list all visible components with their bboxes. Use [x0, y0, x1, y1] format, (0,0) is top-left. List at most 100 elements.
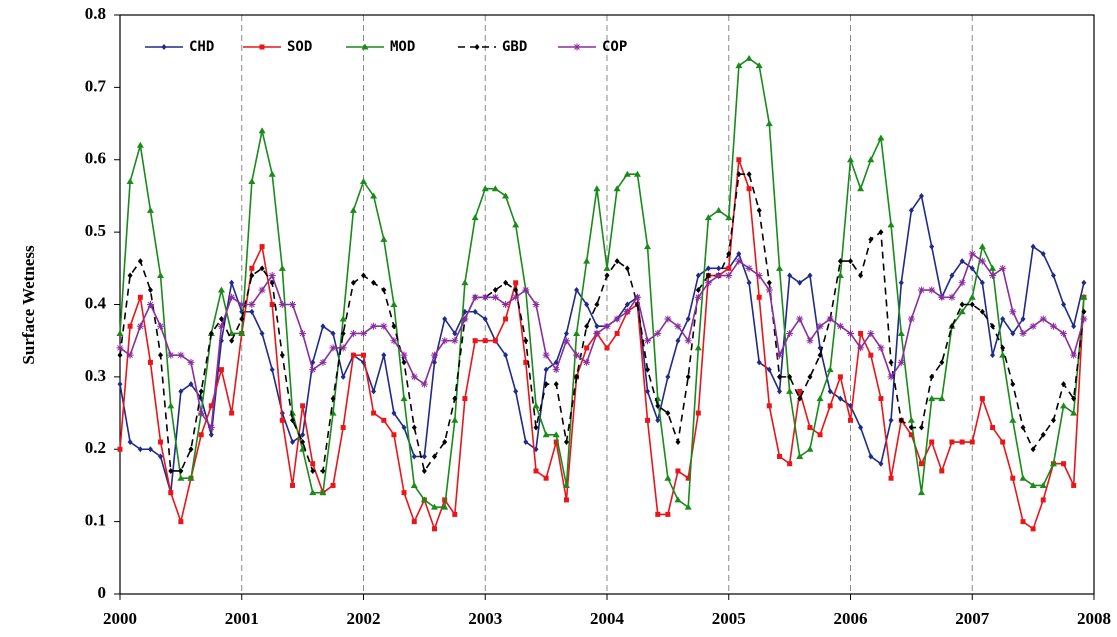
data-point [330, 395, 336, 402]
data-point [411, 424, 417, 431]
data-point [319, 489, 327, 496]
data-point [868, 453, 874, 460]
data-point [300, 431, 306, 438]
x-tick-label: 2007 [955, 609, 990, 628]
data-point [756, 359, 762, 366]
data-point [765, 286, 773, 294]
data-point [330, 482, 336, 488]
plot-frame [119, 14, 1095, 595]
data-point [503, 279, 509, 286]
data-point [248, 177, 256, 184]
legend-marker [259, 44, 265, 50]
data-point [553, 381, 559, 388]
series-line [119, 159, 1085, 532]
data-point [665, 410, 671, 417]
data-point [796, 452, 804, 459]
data-point [523, 337, 529, 344]
data-point [503, 352, 509, 359]
data-point [797, 395, 803, 402]
data-point [158, 453, 164, 460]
data-point [655, 402, 661, 409]
data-point [127, 323, 133, 329]
data-point [217, 286, 225, 293]
data-point [705, 265, 711, 272]
legend-marker [161, 44, 167, 50]
data-point [380, 235, 388, 242]
data-point [807, 425, 813, 431]
data-point [339, 344, 347, 352]
data-point [665, 373, 671, 380]
data-point [897, 358, 905, 366]
data-point [278, 264, 286, 271]
x-tick-label: 2003 [468, 609, 502, 628]
data-point [543, 475, 549, 481]
data-point [290, 417, 296, 424]
data-point [310, 467, 316, 474]
data-point [410, 373, 418, 381]
data-point [969, 265, 975, 272]
data-point [806, 445, 814, 452]
data-point [481, 293, 489, 301]
data-point [968, 293, 976, 300]
data-point [1010, 381, 1016, 388]
x-tick-label: 2000 [103, 609, 137, 628]
data-point [188, 446, 194, 453]
data-point [1029, 322, 1037, 330]
data-point [574, 287, 580, 294]
data-point [208, 403, 214, 409]
data-point [1010, 330, 1016, 337]
data-point [989, 272, 997, 280]
data-point [461, 315, 469, 323]
data-point [826, 366, 834, 373]
data-point [665, 511, 671, 517]
data-point [503, 316, 509, 322]
data-point [1019, 329, 1027, 337]
legend-label: GBD [502, 39, 527, 55]
data-point [867, 329, 875, 337]
data-point [177, 474, 185, 481]
data-point [674, 496, 682, 503]
data-point [908, 432, 914, 438]
data-point [887, 221, 895, 228]
data-point [979, 279, 985, 286]
data-point [664, 315, 672, 323]
data-point [644, 243, 652, 250]
data-point [452, 395, 458, 402]
data-point [329, 344, 337, 352]
data-point [391, 323, 397, 330]
data-point [279, 352, 285, 359]
data-point [513, 280, 519, 286]
data-point [655, 417, 661, 424]
data-point [990, 323, 996, 330]
data-point [452, 511, 458, 517]
data-point [685, 475, 691, 481]
data-point [816, 395, 824, 402]
data-point [694, 344, 702, 351]
data-point [1009, 416, 1017, 423]
data-point [705, 272, 711, 279]
data-point [787, 373, 793, 380]
data-point [695, 272, 701, 279]
data-point [1010, 475, 1016, 481]
y-axis-label: Surface Wetness [19, 245, 38, 365]
data-point [269, 302, 275, 307]
data-point [664, 474, 672, 481]
data-point [776, 351, 784, 359]
data-point [938, 293, 946, 301]
data-point [685, 373, 691, 380]
data-point [471, 293, 479, 301]
series-line [119, 57, 1085, 509]
data-point [1000, 315, 1006, 322]
data-point [278, 301, 286, 308]
data-point [513, 388, 519, 395]
data-point [1040, 431, 1046, 438]
data-point [542, 351, 550, 359]
data-point [249, 265, 255, 271]
data-point [1061, 381, 1067, 388]
data-point [1080, 315, 1088, 323]
data-point [888, 359, 894, 366]
y-tick-label: 0.3 [85, 366, 106, 385]
data-point [584, 323, 590, 330]
data-point [522, 286, 530, 294]
data-point [370, 322, 378, 330]
